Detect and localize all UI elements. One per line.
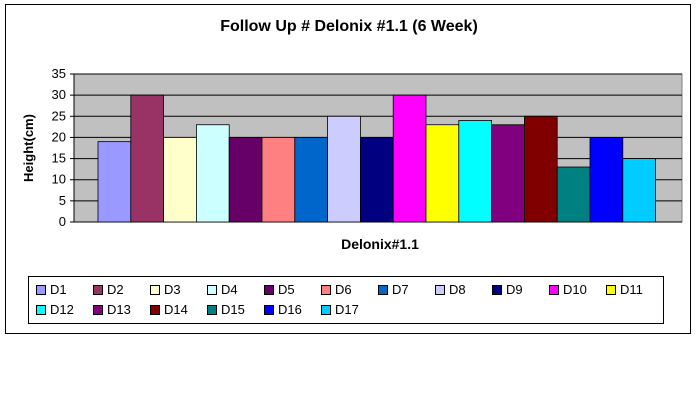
legend-label: D15 <box>221 302 245 317</box>
y-tick-label: 15 <box>52 151 66 166</box>
legend-label: D10 <box>563 282 587 297</box>
legend-swatch <box>207 304 217 315</box>
legend-label: D5 <box>278 282 295 297</box>
legend-item-d3: D3 <box>150 280 207 300</box>
bar-d13 <box>491 124 525 223</box>
y-tick-label: 35 <box>52 66 66 81</box>
legend-label: D6 <box>335 282 352 297</box>
y-tick-label: 30 <box>52 87 66 102</box>
legend-swatch <box>321 304 331 315</box>
legend-swatch <box>435 284 445 295</box>
legend-swatch <box>93 304 103 315</box>
legend-swatch <box>150 284 160 295</box>
legend-item-d8: D8 <box>435 280 492 300</box>
bar-d3 <box>163 137 197 223</box>
legend-item-d13: D13 <box>93 300 150 320</box>
y-tick-label: 5 <box>59 193 66 208</box>
legend-label: D2 <box>107 282 124 297</box>
legend-swatch <box>606 284 616 295</box>
y-tick-label: 20 <box>52 129 66 144</box>
y-axis-label: Height(cm) <box>21 114 36 182</box>
legend-label: D9 <box>506 282 523 297</box>
chart-title: Follow Up # Delonix #1.1 (6 Week) <box>220 18 478 35</box>
x-axis-label: Delonix#1.1 <box>341 236 419 252</box>
y-tick-label: 25 <box>52 108 66 123</box>
y-tick-label: 10 <box>52 172 66 187</box>
legend-swatch <box>549 284 559 295</box>
bar-d1 <box>97 141 132 223</box>
y-tick-label: 0 <box>59 214 66 229</box>
legend-label: D17 <box>335 302 359 317</box>
legend-item-d1: D1 <box>36 280 93 300</box>
legend-swatch <box>36 304 46 315</box>
bar-d9 <box>359 137 394 223</box>
legend-item-d17: D17 <box>321 300 378 320</box>
legend-swatch <box>492 284 502 295</box>
legend-item-d2: D2 <box>93 280 150 300</box>
legend-item-d11: D11 <box>606 280 663 300</box>
bar-d2 <box>130 94 165 223</box>
legend-label: D11 <box>620 282 643 297</box>
legend-swatch <box>321 284 331 295</box>
bar-d11 <box>425 124 460 223</box>
bar-d16 <box>589 137 624 223</box>
legend-label: D16 <box>278 302 302 317</box>
bar-d12 <box>458 120 492 223</box>
bar-d17 <box>622 158 656 223</box>
legend-label: D1 <box>50 282 67 297</box>
legend-label: D13 <box>107 302 131 317</box>
legend-swatch <box>264 304 274 315</box>
legend-item-d7: D7 <box>378 280 435 300</box>
bar-d4 <box>195 124 230 223</box>
bar-d6 <box>261 137 296 223</box>
legend-item-d4: D4 <box>207 280 264 300</box>
legend-label: D12 <box>50 302 74 317</box>
legend-item-d5: D5 <box>264 280 321 300</box>
legend-item-d6: D6 <box>321 280 378 300</box>
legend-label: D7 <box>392 282 409 297</box>
legend-swatch <box>36 284 46 295</box>
bar-d7 <box>294 137 328 223</box>
legend-swatch <box>207 284 217 295</box>
legend-item-d9: D9 <box>492 280 549 300</box>
bar-d5 <box>228 137 263 223</box>
legend-label: D4 <box>221 282 238 297</box>
legend-item-d15: D15 <box>207 300 264 320</box>
legend-swatch <box>378 284 388 295</box>
legend-item-d12: D12 <box>36 300 93 320</box>
legend-swatch <box>150 304 160 315</box>
bar-d10 <box>392 94 427 223</box>
legend-swatch <box>93 284 103 295</box>
legend-swatch <box>264 284 274 295</box>
legend-item-d14: D14 <box>150 300 207 320</box>
legend-label: D14 <box>164 302 188 317</box>
legend-item-d16: D16 <box>264 300 321 320</box>
legend-label: D3 <box>164 282 181 297</box>
plot-area: 0 5 10 15 20 25 30 35 <box>52 66 683 229</box>
bar-d8 <box>327 115 361 223</box>
legend-item-d10: D10 <box>549 280 606 300</box>
bar-d14 <box>524 115 558 223</box>
bars <box>97 94 656 223</box>
legend: D1 D2 D3 D4 D5 D6 D7 D8 D9 D10 D11 D12 D13 D14 D15 D16 D… <box>28 276 664 324</box>
legend-label: D8 <box>449 282 466 297</box>
bar-d15 <box>556 166 591 223</box>
